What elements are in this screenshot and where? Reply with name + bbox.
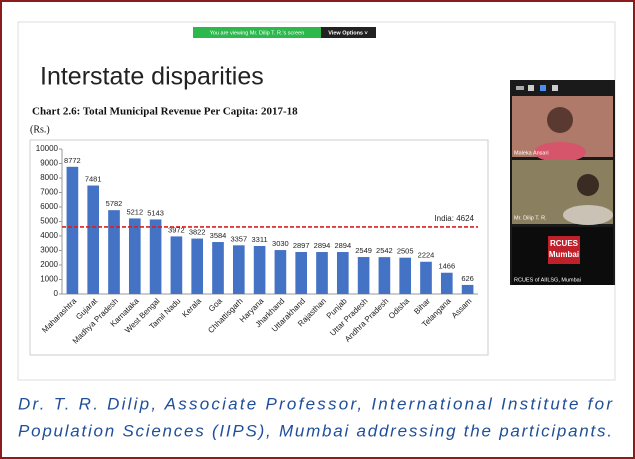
participant-name: Maleka Ansari <box>514 150 549 156</box>
value-label: 3584 <box>210 231 227 240</box>
bar <box>462 285 474 294</box>
bar <box>108 210 120 294</box>
y-tick-label: 3000 <box>40 246 58 255</box>
person <box>577 174 599 196</box>
value-label: 3822 <box>189 228 206 237</box>
value-label: 2505 <box>397 247 414 256</box>
bar <box>233 245 245 294</box>
value-label: 1466 <box>438 262 455 271</box>
participant-name: RCUES of AIILSG, Mumbai <box>514 277 581 283</box>
caption: Population Sciences (IIPS), Mumbai addre… <box>18 421 612 440</box>
value-label: 3311 <box>252 235 268 244</box>
value-label: 2894 <box>314 241 331 250</box>
icon[interactable] <box>552 85 558 91</box>
reference-label: India: 4624 <box>434 214 474 223</box>
bar <box>212 242 224 294</box>
y-tick-label: 10000 <box>36 144 59 153</box>
y-tick-label: 0 <box>54 289 59 298</box>
person <box>563 205 613 225</box>
bar <box>316 252 328 294</box>
bar <box>67 167 79 294</box>
value-label: 2224 <box>418 251 435 260</box>
y-tick-label: 2000 <box>40 260 58 269</box>
value-label: 5212 <box>126 207 143 216</box>
person <box>547 107 573 133</box>
value-label: 2542 <box>376 246 393 255</box>
bar <box>295 252 307 294</box>
y-tick-label: 4000 <box>40 231 58 240</box>
bar <box>87 186 99 294</box>
bar <box>275 250 287 294</box>
bar <box>420 262 432 294</box>
chart-title: Chart 2.6: Total Municipal Revenue Per C… <box>32 106 298 118</box>
value-label: 8772 <box>64 156 81 165</box>
y-tick-label: 6000 <box>40 202 58 211</box>
value-label: 2894 <box>334 241 351 250</box>
bar <box>441 273 453 294</box>
value-label: 626 <box>461 274 474 283</box>
logo-text: Mumbai <box>549 250 579 259</box>
bar <box>254 246 266 294</box>
value-label: 7481 <box>85 175 102 184</box>
value-label: 2549 <box>355 246 372 255</box>
value-label: 2897 <box>293 241 310 250</box>
bar <box>379 257 391 294</box>
bar <box>358 257 370 294</box>
y-tick-label: 8000 <box>40 173 58 182</box>
y-tick-label: 9000 <box>40 159 58 168</box>
participant-name: Mr. Dilip T. R. <box>514 215 547 221</box>
y-tick-label: 5000 <box>40 217 58 226</box>
y-tick-label: 1000 <box>40 275 58 284</box>
y-tick-label: 7000 <box>40 188 58 197</box>
icon[interactable] <box>516 86 524 90</box>
view-options-text[interactable]: View Options ˅ <box>328 30 368 36</box>
value-label: 5782 <box>106 199 123 208</box>
bar <box>399 258 411 294</box>
value-label: 5143 <box>147 208 164 217</box>
bar <box>191 239 203 294</box>
icon[interactable] <box>540 85 546 91</box>
value-label: 3357 <box>230 234 247 243</box>
bar <box>337 252 349 294</box>
bar <box>171 236 183 294</box>
bar <box>129 218 141 294</box>
y-label: (Rs.) <box>30 124 50 135</box>
value-label: 3030 <box>272 239 289 248</box>
banner-text: You are viewing Mr. Dilip T. R.'s screen <box>210 30 305 36</box>
icon[interactable] <box>528 85 534 91</box>
bar <box>150 219 162 294</box>
logo-text: RCUES <box>550 239 579 248</box>
page: You are viewing Mr. Dilip T. R.'s screen… <box>0 0 635 459</box>
slide-title: Interstate disparities <box>40 63 264 91</box>
